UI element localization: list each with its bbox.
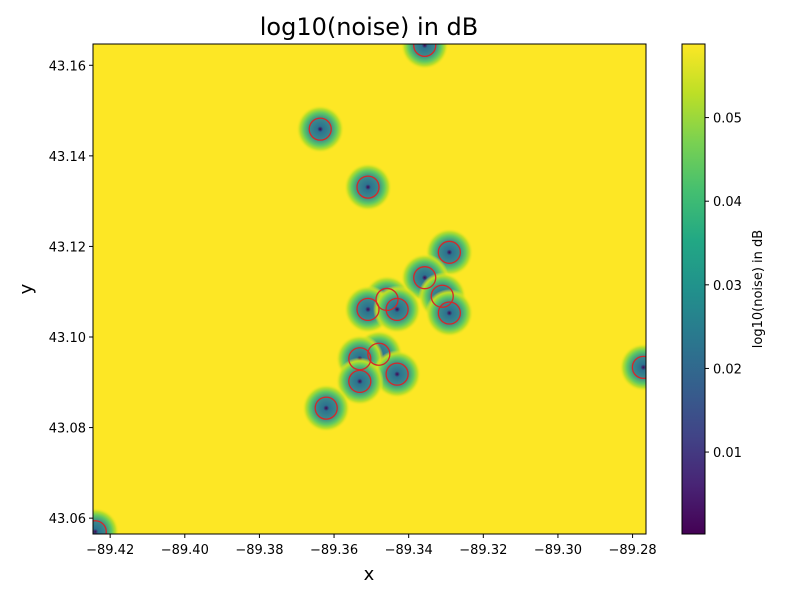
noise-well-17	[93, 507, 120, 534]
x-axis-label: x	[364, 564, 375, 585]
source-marker-8	[356, 297, 380, 322]
y-tick-label: 43.12	[49, 240, 86, 255]
y-axis-label: y	[16, 283, 37, 294]
noise-well-14	[335, 357, 384, 406]
y-tick-label: 43.10	[49, 331, 86, 346]
colorbar	[681, 43, 706, 535]
x-tick-label: −89.30	[534, 543, 582, 558]
noise-wells	[93, 44, 646, 534]
colorbar-tick-label: 0.04	[713, 195, 742, 210]
source-marker-13	[385, 362, 409, 386]
x-tick-label: −89.42	[86, 543, 134, 558]
y-tick-label: 43.08	[49, 422, 86, 437]
source-marker-3	[356, 175, 380, 199]
x-tick-label: −89.28	[609, 543, 657, 558]
plot-frame	[92, 43, 647, 535]
source-marker-4	[437, 240, 462, 264]
noise-well-3	[344, 163, 393, 212]
source-marker-10	[437, 301, 462, 325]
noise-well-10	[425, 289, 474, 338]
y-tick-label: 43.14	[49, 150, 86, 165]
x-tick-label: −89.32	[459, 543, 507, 558]
colorbar-tick-label: 0.05	[713, 112, 742, 127]
noise-well-13	[373, 350, 422, 399]
x-tick-label: −89.38	[235, 543, 283, 558]
source-marker-9	[385, 297, 409, 322]
chart-title: log10(noise) in dB	[260, 13, 479, 41]
y-axis-ticks: 43.06 43.08 43.10 43.12 43.14 43.16	[49, 59, 93, 527]
colorbar-tick-label: 0.03	[713, 279, 742, 294]
x-tick-label: −89.40	[161, 543, 209, 558]
source-marker-5	[413, 266, 437, 290]
x-tick-label: −89.36	[310, 543, 358, 558]
x-tick-label: −89.34	[385, 543, 433, 558]
y-tick-label: 43.16	[49, 59, 86, 74]
source-markers	[93, 44, 646, 534]
noise-well-2	[296, 105, 345, 154]
noise-well-16	[619, 343, 646, 392]
source-marker-7	[375, 287, 399, 312]
colorbar-tick-label: 0.01	[713, 446, 742, 461]
source-marker-2	[308, 117, 332, 141]
y-tick-label: 43.06	[49, 512, 86, 527]
source-marker-11	[367, 342, 391, 366]
noise-well-15	[302, 384, 351, 433]
x-axis-ticks: −89.42 −89.40 −89.38 −89.36 −89.34 −89.32 −89.…	[86, 534, 657, 558]
source-marker-16	[631, 355, 646, 379]
source-marker-17	[93, 520, 107, 534]
noise-well-9	[373, 285, 422, 334]
colorbar-ticks: 0.01 0.02 0.03 0.04 0.05	[705, 112, 742, 461]
colorbar-tick-label: 0.02	[713, 362, 742, 377]
source-marker-15	[314, 396, 338, 420]
source-marker-14	[348, 369, 372, 394]
source-marker-1	[413, 44, 437, 58]
source-marker-6	[430, 284, 454, 308]
colorbar-label: log10(noise) in dB	[751, 230, 766, 348]
